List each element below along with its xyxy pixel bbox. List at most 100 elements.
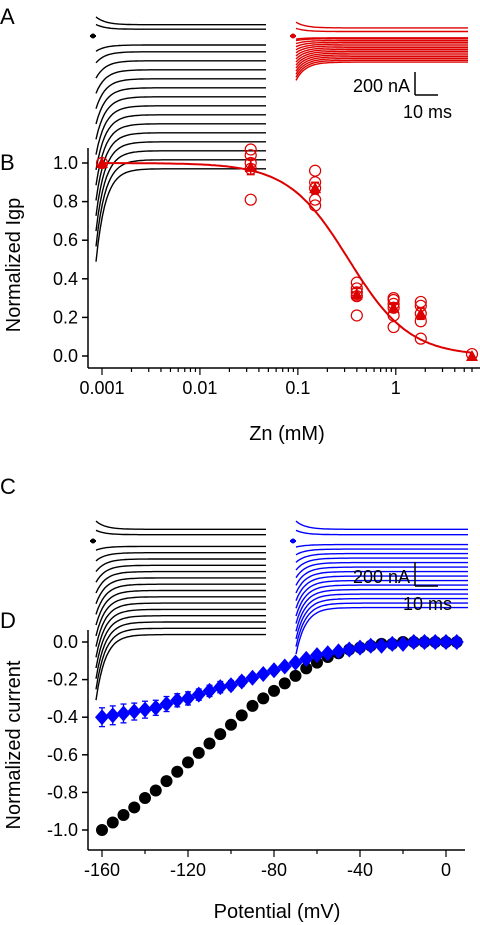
panel-label-c: C (0, 474, 16, 499)
scalebar-current-label: 200 nA (353, 76, 410, 96)
y-tick-label: 0.0 (53, 346, 78, 366)
panel-a-zinc-traces (290, 21, 468, 81)
data-point (309, 164, 322, 177)
current-trace (95, 87, 266, 125)
current-trace (95, 51, 266, 64)
current-trace (95, 529, 266, 536)
current-trace (295, 50, 468, 63)
scalebar-time-label: 10 ms (403, 102, 452, 122)
blue-point (288, 654, 303, 671)
control-point (128, 801, 141, 814)
chart-b-points (95, 143, 479, 361)
y-tick-label: -1.0 (47, 820, 78, 840)
current-trace (295, 61, 468, 81)
current-trace (295, 56, 468, 72)
data-point (387, 320, 400, 334)
holding-marker (290, 538, 296, 544)
current-trace (95, 520, 266, 530)
current-trace (295, 43, 468, 51)
current-trace (295, 529, 468, 536)
panel-c-control-traces (90, 520, 266, 701)
blue-point (256, 665, 271, 682)
current-voltage-chart: -1.0 -0.8 -0.6 -0.4 -0.2 0.0 -160 -120 -80 -40 0 P… (3, 630, 465, 923)
control-point (171, 765, 184, 778)
current-trace (295, 548, 468, 556)
panel-label-a: A (0, 4, 15, 29)
current-trace (295, 520, 468, 530)
current-trace (95, 596, 266, 637)
current-trace (95, 114, 266, 171)
current-trace (95, 168, 266, 262)
current-trace (295, 47, 468, 57)
current-trace (95, 150, 266, 232)
control-point (106, 816, 119, 829)
control-point (289, 669, 302, 682)
blue-point (127, 703, 142, 720)
y-tick-label: 0.8 (53, 192, 78, 212)
current-trace (295, 27, 468, 33)
blue-point (202, 682, 217, 699)
y-tick-label: 0.0 (53, 632, 78, 652)
current-trace (95, 577, 266, 604)
current-trace (295, 52, 468, 66)
zn-dose-response-chart: 0.00.20.40.60.81.00.001 0.01 0.1 1 Zn (mM) … (3, 143, 480, 445)
current-trace (95, 564, 266, 583)
current-trace (95, 16, 266, 26)
control-point (182, 756, 194, 769)
current-trace (95, 44, 266, 52)
control-point (300, 662, 313, 675)
mean-point (96, 157, 108, 168)
y-tick-label: 0.2 (53, 307, 78, 327)
x-tick-label: 0.001 (79, 378, 124, 398)
current-trace (95, 159, 266, 247)
current-trace (95, 633, 266, 701)
current-trace (95, 141, 266, 216)
blue-point (342, 641, 357, 658)
x-tick-label: -160 (84, 860, 120, 880)
holding-marker (90, 33, 96, 39)
blue-point (234, 673, 249, 690)
chart-b-fit-curve (102, 162, 473, 354)
mean-point (244, 160, 257, 172)
panel-a-scalebar: 200 nA 10 ms (353, 72, 452, 122)
control-point (246, 699, 259, 712)
current-trace (295, 561, 468, 579)
x-tick-label: -80 (261, 860, 287, 880)
current-trace (295, 570, 468, 594)
blue-point (245, 669, 260, 686)
blue-point (267, 662, 281, 679)
current-trace (295, 45, 468, 54)
data-point (244, 143, 257, 156)
control-point (257, 692, 270, 705)
panel-label-d: D (0, 608, 16, 633)
blue-point (191, 686, 206, 703)
current-trace (95, 132, 266, 201)
current-trace (295, 38, 468, 42)
chart-b-axes: 0.0 0.2 0.4 0.6 0.8 1.0 0.001 0.01 0.1 1 (53, 148, 480, 398)
control-point (214, 728, 227, 741)
blue-point (181, 690, 195, 707)
panel-a-control-traces (90, 16, 266, 262)
blue-point (428, 634, 443, 650)
current-trace (295, 37, 468, 40)
current-trace (295, 593, 468, 632)
control-point (278, 677, 291, 690)
chart-b-ylabel: Normalized Igp (3, 198, 25, 333)
data-point (414, 332, 427, 345)
blue-point (213, 679, 228, 696)
current-trace (295, 543, 468, 548)
current-trace (295, 48, 468, 60)
current-trace (295, 552, 468, 563)
blue-point (363, 637, 378, 654)
x-tick-label: 0.01 (182, 378, 217, 398)
control-point (117, 808, 130, 821)
current-trace (95, 105, 266, 155)
current-trace (295, 41, 468, 48)
mean-point (350, 288, 363, 300)
blue-point (277, 658, 292, 675)
blue-point (95, 709, 109, 726)
blue-point (310, 647, 324, 664)
current-trace (95, 60, 266, 79)
x-tick-label: 0.1 (285, 378, 310, 398)
